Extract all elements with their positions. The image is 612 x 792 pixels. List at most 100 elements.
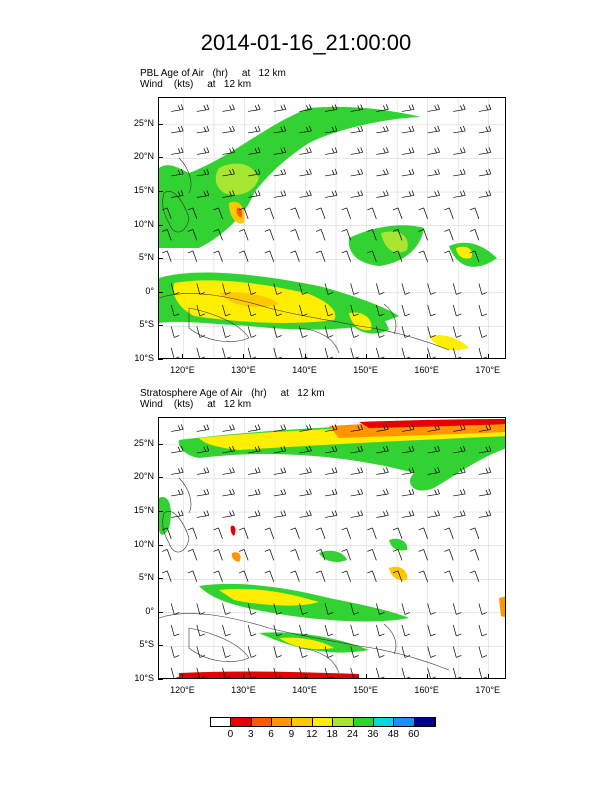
wind-barb	[299, 326, 308, 338]
pbl-green-w	[159, 165, 206, 248]
strat-jet-red	[359, 419, 505, 428]
wind-barb	[273, 125, 287, 134]
wind-barb	[453, 510, 466, 518]
y-tick-label: 20°N	[133, 151, 154, 162]
wind-barb	[171, 125, 184, 134]
y-tick-mark	[158, 291, 163, 293]
x-tick-label: 120°E	[170, 365, 195, 375]
y-tick-mark	[158, 544, 163, 546]
wind-barb	[324, 667, 334, 678]
wind-barb	[187, 549, 198, 561]
wind-barb	[171, 147, 184, 155]
wind-barb	[248, 168, 261, 177]
wind-barb	[213, 570, 223, 583]
wind-barb	[392, 527, 403, 540]
wind-barb	[196, 326, 205, 338]
wind-barb	[196, 125, 210, 134]
wind-barb	[213, 229, 223, 241]
wind-barb	[299, 168, 312, 177]
wind-barb	[264, 570, 275, 583]
x-tick-mark	[182, 674, 184, 679]
wind-barb	[171, 168, 184, 177]
wind-barb	[376, 510, 389, 518]
wind-barb	[248, 104, 261, 112]
wind-barb	[376, 125, 389, 134]
y-tick-mark	[158, 645, 163, 647]
wind-barbs	[162, 104, 492, 358]
wind-barb	[453, 125, 466, 134]
wind-barb	[213, 549, 223, 561]
panel1-title: PBL Age of Air (hr) at 12 km Wind (kts) …	[140, 68, 286, 90]
wind-barb	[290, 207, 300, 220]
wind-barb	[401, 283, 411, 295]
wind-barb	[453, 104, 466, 112]
wind-barb	[299, 125, 312, 134]
y-tick-mark	[158, 443, 163, 445]
wind-barb	[299, 488, 312, 497]
wind-barb	[239, 570, 249, 583]
y-tick-mark	[158, 224, 163, 226]
x-tick-label: 150°E	[353, 365, 378, 375]
wind-barb	[350, 488, 364, 497]
wind-barb	[170, 304, 180, 317]
wind-barb	[325, 467, 338, 475]
y-tick-mark	[158, 157, 163, 159]
wind-barb	[299, 510, 312, 518]
wind-barb	[247, 326, 257, 338]
wind-barb	[350, 326, 359, 338]
wind-barb	[444, 229, 454, 241]
wind-barb	[264, 527, 275, 540]
x-tick-label: 150°E	[353, 685, 378, 695]
wind-barb	[376, 190, 389, 198]
y-tick-label: 10°S	[134, 353, 154, 363]
wind-barb	[222, 624, 231, 637]
y-tick-label: 20°N	[133, 471, 154, 482]
wind-barb	[325, 190, 338, 198]
panel2-title: Stratosphere Age of Air (hr) at 12 km Wi…	[140, 388, 325, 410]
wind-barb	[324, 304, 334, 317]
wind-barb	[170, 603, 180, 615]
wind-barb	[196, 190, 210, 198]
wind-barb	[478, 667, 488, 678]
y-tick-label: 15°N	[133, 505, 154, 516]
wind-barb	[196, 488, 210, 497]
wind-barb	[401, 667, 411, 678]
wind-barb	[452, 667, 462, 678]
wind-barb	[444, 549, 454, 561]
wind-barb	[444, 570, 454, 583]
wind-barb	[162, 549, 172, 561]
wind-barb	[376, 283, 385, 295]
wind-barb	[392, 570, 403, 583]
wind-barb	[478, 510, 492, 518]
wind-barb	[248, 488, 261, 497]
wind-barb	[222, 190, 235, 198]
wind-barb	[401, 424, 415, 432]
wind-barb	[350, 104, 364, 112]
wind-barb	[376, 603, 385, 615]
wind-barb	[367, 549, 377, 561]
wind-barb	[315, 250, 326, 263]
pbl-age-field	[159, 106, 497, 351]
wind-barb	[444, 207, 454, 220]
wind-barb	[444, 250, 454, 263]
wind-barb	[299, 603, 308, 615]
strat-mid-green2	[389, 538, 408, 551]
wind-barb	[315, 527, 326, 540]
wind-barb	[222, 424, 235, 432]
wind-barb	[299, 646, 308, 658]
wind-barb	[247, 646, 257, 658]
stratosphere-age-field	[159, 419, 505, 678]
wind-barb	[453, 424, 466, 432]
wind-barb	[392, 250, 403, 263]
x-tick-mark	[243, 674, 245, 679]
wind-barb	[299, 424, 312, 432]
wind-barb	[222, 445, 235, 454]
wind-barb	[325, 125, 338, 134]
wind-barb	[273, 304, 282, 317]
wind-barb	[453, 488, 466, 497]
wind-barb	[401, 347, 411, 358]
wind-barb	[196, 510, 210, 518]
wind-barb	[162, 207, 172, 220]
pbl-midpacific-yellow	[381, 231, 408, 253]
wind-barb	[350, 667, 359, 678]
